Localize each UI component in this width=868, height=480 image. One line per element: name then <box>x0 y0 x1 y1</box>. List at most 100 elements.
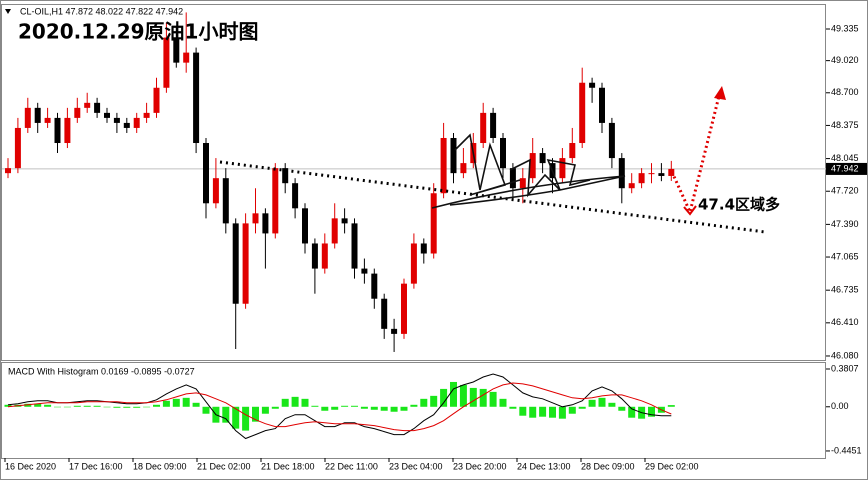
candle-body <box>193 52 200 144</box>
y-tick-label: 49.335 <box>831 23 859 33</box>
candle-body <box>440 137 447 194</box>
histogram-bar <box>153 404 160 407</box>
candle-body <box>648 173 655 175</box>
price-tag: 47.942 <box>831 163 859 173</box>
histogram-bar <box>103 406 111 408</box>
x-tick-label: 21 Dec 02:00 <box>197 461 251 471</box>
candle-body <box>203 143 209 204</box>
trend-line <box>219 160 766 234</box>
y-tick-label: -0.4451 <box>831 445 862 455</box>
candle-body <box>331 218 338 244</box>
histogram-bar <box>192 402 200 407</box>
y-tick-label: 49.020 <box>831 55 859 65</box>
histogram-bar <box>588 399 596 407</box>
histogram-bar <box>232 406 240 429</box>
y-tick-label: 46.080 <box>831 350 859 360</box>
candle-body <box>272 168 279 234</box>
histogram-bar <box>578 406 586 409</box>
candle-body <box>183 52 190 63</box>
candle-body <box>628 183 635 189</box>
candle-body <box>410 243 417 284</box>
histogram-bar <box>222 406 230 423</box>
histogram-bar <box>360 406 368 409</box>
y-tick-label: 47.720 <box>831 186 859 196</box>
macd-line <box>7 382 672 432</box>
candle-body <box>153 87 160 113</box>
histogram-bar <box>598 397 606 407</box>
candle-body <box>54 117 61 144</box>
histogram-bar <box>4 404 12 407</box>
y-tick-label: 0.00 <box>831 401 849 411</box>
candle-body <box>74 107 81 118</box>
histogram-bar <box>608 402 616 407</box>
candle-body <box>212 178 219 204</box>
y-tick-label: 0.3807 <box>831 363 859 373</box>
candle-body <box>351 223 358 269</box>
candle-body <box>14 127 21 169</box>
candle-body <box>608 122 615 159</box>
candle-body <box>24 107 31 128</box>
histogram-bar <box>667 405 675 407</box>
symbol-header: CL-OIL,H1 47.872 48.022 47.822 47.942 <box>20 6 183 16</box>
candle-body <box>302 208 308 244</box>
y-tick-label: 48.700 <box>831 87 859 97</box>
histogram-bar <box>450 381 457 407</box>
histogram-bar <box>568 406 576 414</box>
candle-body <box>242 223 249 304</box>
candle-body <box>658 173 665 176</box>
macd-panel <box>1 362 826 459</box>
candle-body <box>321 243 328 269</box>
x-tick-label: 24 Dec 13:00 <box>517 461 571 471</box>
menu-triangle[interactable] <box>5 9 11 14</box>
candle-body <box>420 243 427 254</box>
x-tick-label: 23 Dec 04:00 <box>389 461 443 471</box>
candle-body <box>232 223 239 304</box>
candle-body <box>123 122 130 128</box>
main-panel <box>1 4 826 361</box>
histogram-bar <box>440 388 448 407</box>
x-tick-label: 17 Dec 16:00 <box>69 461 123 471</box>
candle-body <box>262 213 269 234</box>
histogram-bar <box>261 406 269 414</box>
candle-body <box>282 168 289 184</box>
histogram-bar <box>469 387 477 407</box>
histogram-bar <box>628 406 636 418</box>
arrow-head <box>714 86 726 100</box>
candle-body <box>361 268 368 274</box>
histogram-bar <box>420 398 428 407</box>
candle-body <box>252 213 259 224</box>
candle-body <box>5 168 11 174</box>
candle-body <box>292 183 299 209</box>
x-tick-label: 22 Dec 11:00 <box>325 461 378 471</box>
histogram-bar <box>172 398 180 407</box>
histogram-bar <box>489 391 497 407</box>
candle-body <box>341 218 348 224</box>
histogram-bar <box>519 406 527 416</box>
x-tick-label: 18 Dec 09:00 <box>133 461 187 471</box>
candle-body <box>529 153 536 179</box>
histogram-bar <box>351 405 358 407</box>
candle-body <box>460 163 467 174</box>
candle-body <box>44 117 51 123</box>
x-tick-label: 21 Dec 18:00 <box>261 461 315 471</box>
histogram-bar <box>390 406 398 412</box>
candle-body <box>519 178 526 189</box>
candle-body <box>173 37 180 63</box>
histogram-bar <box>301 398 309 407</box>
histogram-bar <box>341 405 349 407</box>
histogram-bar <box>162 400 170 407</box>
histogram-bar <box>113 406 121 408</box>
histogram-bar <box>44 404 52 407</box>
histogram-bar <box>281 398 289 407</box>
candle-body <box>34 107 41 123</box>
candle-body <box>579 82 586 144</box>
candle-body <box>401 283 407 334</box>
histogram-bar <box>63 406 71 408</box>
candle-body <box>311 243 318 269</box>
arrow-tip <box>683 205 697 216</box>
histogram-bar <box>73 405 81 407</box>
macd-plot: 0.3807 0.00 -0.4451 16 Dec 2020 17 Dec 16:00… <box>4 363 862 471</box>
histogram-bar <box>410 404 418 407</box>
histogram-bar <box>202 406 210 414</box>
